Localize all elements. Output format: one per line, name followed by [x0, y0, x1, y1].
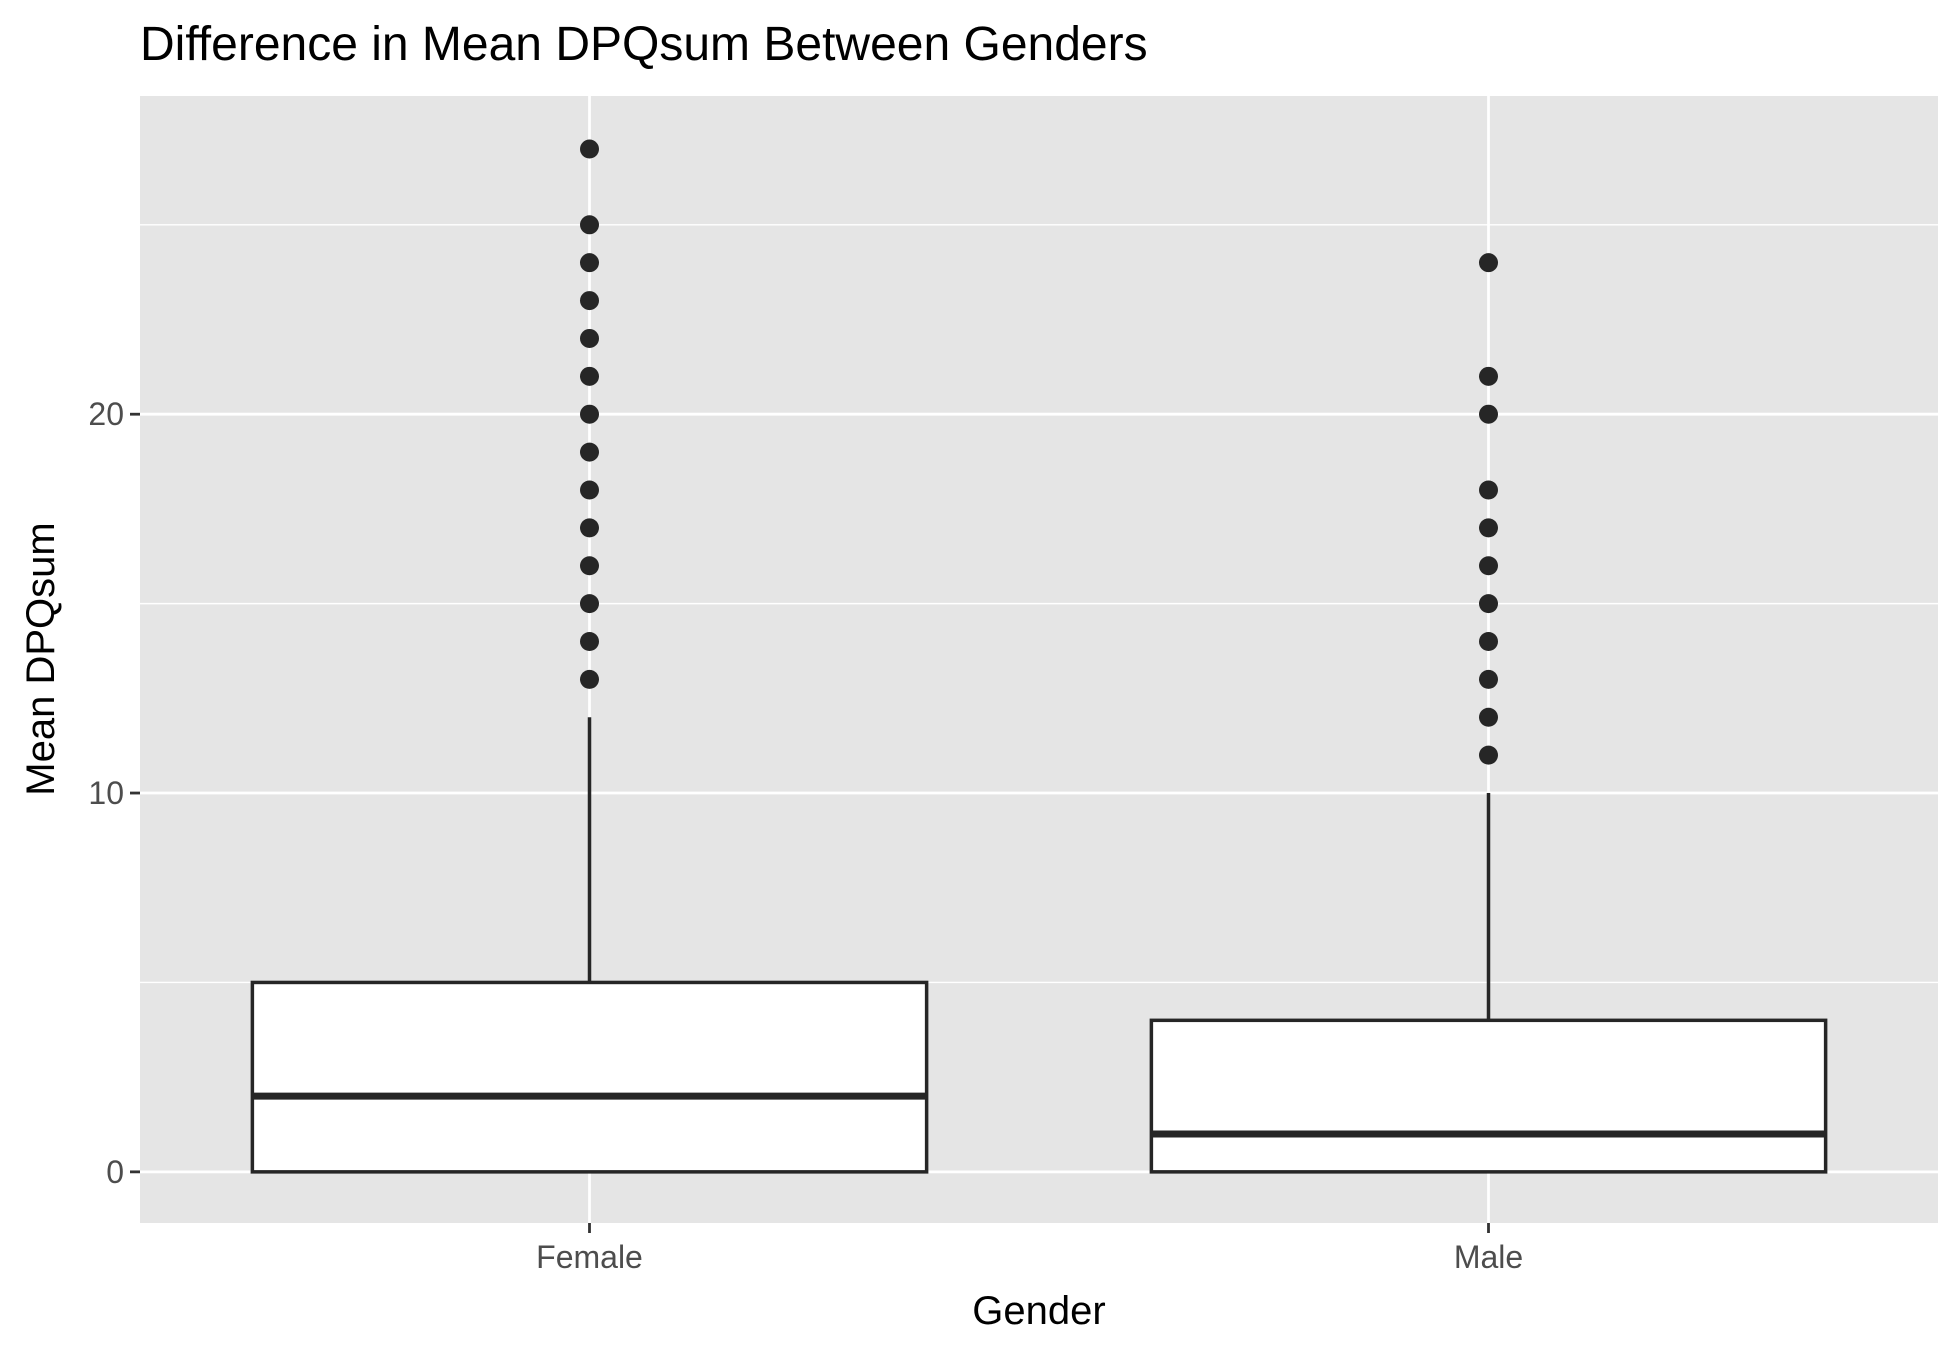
outlier-point	[580, 253, 599, 273]
outlier-point	[1479, 745, 1498, 765]
outlier-point	[1479, 366, 1498, 386]
y-tick-label: 0	[106, 1154, 124, 1190]
chart-title: Difference in Mean DPQsum Between Gender…	[140, 18, 1148, 71]
outlier-point	[580, 291, 599, 311]
outlier-point	[580, 366, 599, 386]
outlier-point	[1479, 669, 1498, 689]
box-female	[250, 139, 929, 1174]
box-male	[1149, 253, 1828, 1174]
x-axis-title: Gender	[972, 1289, 1105, 1333]
outlier-point	[1479, 253, 1498, 273]
y-tick-label: 20	[88, 396, 124, 432]
outlier-point	[580, 518, 599, 538]
outlier-point	[580, 632, 599, 652]
outlier-point	[1479, 556, 1498, 576]
y-axis-title: Mean DPQsum	[19, 522, 63, 795]
outlier-point	[580, 404, 599, 424]
x-tick-label: Female	[536, 1239, 643, 1275]
outlier-point	[1479, 518, 1498, 538]
outlier-point	[1479, 707, 1498, 727]
outlier-point	[580, 215, 599, 235]
outlier-point	[1479, 480, 1498, 500]
box-layer	[250, 139, 1828, 1174]
outlier-point	[580, 480, 599, 500]
outlier-point	[580, 556, 599, 576]
box-body	[1149, 1018, 1828, 1174]
outlier-point	[1479, 594, 1498, 614]
y-tick-label: 10	[88, 775, 124, 811]
outlier-point	[580, 669, 599, 689]
axis-layer: 0 10 20 Female Male	[88, 396, 1523, 1275]
outlier-point	[580, 442, 599, 462]
outlier-point	[580, 328, 599, 348]
box-body	[250, 980, 929, 1174]
outlier-point	[1479, 632, 1498, 652]
x-tick-label: Male	[1454, 1239, 1523, 1275]
outlier-point	[580, 594, 599, 614]
outlier-point	[580, 139, 599, 159]
outlier-point	[1479, 404, 1498, 424]
